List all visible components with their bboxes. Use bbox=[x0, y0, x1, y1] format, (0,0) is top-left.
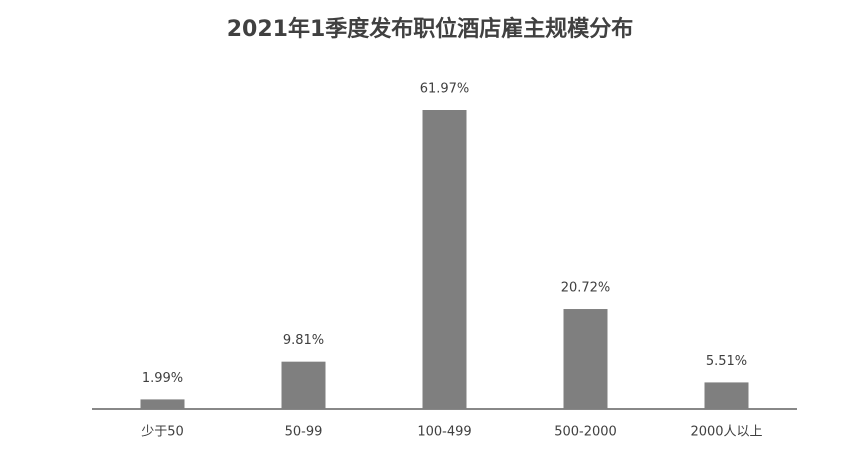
value-label: 5.51% bbox=[706, 354, 747, 369]
bar bbox=[422, 110, 467, 409]
x-tick-label: 50-99 bbox=[285, 425, 323, 440]
bar bbox=[140, 399, 185, 409]
x-tick-label: 100-499 bbox=[417, 425, 471, 440]
value-label: 1.99% bbox=[142, 371, 183, 386]
value-label: 9.81% bbox=[283, 333, 324, 348]
bar bbox=[563, 309, 608, 409]
x-tick-label: 少于50 bbox=[141, 425, 184, 440]
bar bbox=[281, 361, 326, 409]
value-label: 20.72% bbox=[561, 281, 611, 296]
value-label: 61.97% bbox=[420, 82, 470, 97]
bar bbox=[704, 382, 749, 409]
chart-title: 2021年1季度发布职位酒店雇主规模分布 bbox=[227, 16, 634, 42]
x-tick-label: 500-2000 bbox=[554, 425, 617, 440]
x-tick-label: 2000人以上 bbox=[690, 425, 762, 440]
